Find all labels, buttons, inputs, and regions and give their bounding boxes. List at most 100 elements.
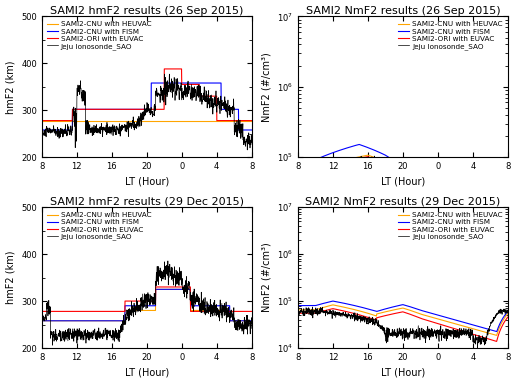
SAMI2-ORI with EUVAC [249,118,255,123]
SAMI2-CNU with HEUVAC [203,308,209,313]
SAMI2-ORI with EUVAC [463,211,469,216]
Jeju Ionosonde_SAO [316,178,322,183]
SAMI2-CNU with FISM [380,307,386,312]
SAMI2-CNU with HEUVAC [206,308,213,313]
Jeju Ionosonde_SAO [459,328,465,332]
SAMI2-CNU with FISM [330,299,336,303]
SAMI2-CNU with HEUVAC [462,324,469,329]
Jeju Ionosonde_SAO [244,147,250,152]
SAMI2-CNU with FISM [380,152,386,156]
SAMI2-CNU with FISM [39,128,45,132]
SAMI2-CNU with FISM [439,314,445,319]
SAMI2-CNU with FISM [493,329,499,334]
Jeju Ionosonde_SAO [474,348,480,353]
Jeju Ionosonde_SAO [380,163,386,168]
Jeju Ionosonde_SAO [505,308,511,313]
Jeju Ionosonde_SAO [60,334,67,339]
Jeju Ionosonde_SAO [39,314,45,318]
SAMI2-ORI with EUVAC [39,309,45,314]
SAMI2-CNU with FISM [459,319,465,324]
Legend: SAMI2-CNU with HEUVAC, SAMI2-CNU with FISM, SAMI2-ORI with EUVAC, Jeju Ionosonde: SAMI2-CNU with HEUVAC, SAMI2-CNU with FI… [45,20,153,51]
SAMI2-ORI with EUVAC [461,226,467,230]
SAMI2-ORI with EUVAC [249,309,255,314]
SAMI2-CNU with HEUVAC [39,319,45,323]
SAMI2-CNU with HEUVAC [505,311,511,316]
SAMI2-CNU with HEUVAC [60,319,67,323]
SAMI2-CNU with HEUVAC [316,306,322,311]
X-axis label: LT (Hour): LT (Hour) [125,367,169,377]
Jeju Ionosonde_SAO [295,175,301,179]
Jeju Ionosonde_SAO [203,308,209,312]
SAMI2-CNU with FISM [60,128,67,132]
SAMI2-ORI with EUVAC [388,169,394,173]
Line: SAMI2-ORI with EUVAC: SAMI2-ORI with EUVAC [298,309,508,341]
Line: Jeju Ionosonde_SAO: Jeju Ionosonde_SAO [42,74,252,150]
SAMI2-ORI with EUVAC [161,67,167,71]
SAMI2-CNU with HEUVAC [131,308,137,313]
SAMI2-ORI with EUVAC [60,309,67,314]
SAMI2-CNU with FISM [153,287,159,291]
Line: SAMI2-ORI with EUVAC: SAMI2-ORI with EUVAC [298,157,508,228]
Jeju Ionosonde_SAO [50,343,56,347]
SAMI2-CNU with HEUVAC [459,323,465,328]
SAMI2-CNU with HEUVAC [439,318,445,322]
Jeju Ionosonde_SAO [249,321,255,326]
SAMI2-CNU with FISM [249,128,255,132]
SAMI2-ORI with EUVAC [380,314,386,319]
SAMI2-ORI with EUVAC [183,82,189,87]
SAMI2-CNU with HEUVAC [493,333,499,338]
SAMI2-CNU with FISM [459,201,465,206]
Legend: SAMI2-CNU with HEUVAC, SAMI2-CNU with FISM, SAMI2-ORI with EUVAC, Jeju Ionosonde: SAMI2-CNU with HEUVAC, SAMI2-CNU with FI… [45,211,153,242]
SAMI2-ORI with EUVAC [124,299,130,303]
SAMI2-ORI with EUVAC [131,299,137,303]
SAMI2-ORI with EUVAC [505,315,511,319]
SAMI2-ORI with EUVAC [462,330,469,334]
Jeju Ionosonde_SAO [388,170,394,174]
SAMI2-CNU with HEUVAC [295,168,301,173]
SAMI2-CNU with FISM [60,319,67,323]
SAMI2-CNU with HEUVAC [39,118,45,123]
Jeju Ionosonde_SAO [183,85,189,90]
SAMI2-ORI with EUVAC [203,94,209,98]
Jeju Ionosonde_SAO [419,197,425,202]
SAMI2-ORI with EUVAC [131,107,137,111]
SAMI2-ORI with EUVAC [153,285,159,289]
Jeju Ionosonde_SAO [249,136,255,141]
SAMI2-CNU with FISM [295,303,301,308]
Line: Jeju Ionosonde_SAO: Jeju Ionosonde_SAO [42,261,252,345]
SAMI2-CNU with HEUVAC [330,303,336,307]
SAMI2-CNU with HEUVAC [463,208,469,212]
SAMI2-ORI with EUVAC [124,107,130,111]
SAMI2-ORI with EUVAC [330,306,336,311]
Jeju Ionosonde_SAO [183,274,189,279]
SAMI2-ORI with EUVAC [505,168,511,173]
Y-axis label: NmF2 (#/cm³): NmF2 (#/cm³) [262,52,271,122]
SAMI2-ORI with EUVAC [459,329,465,333]
SAMI2-CNU with HEUVAC [505,166,511,170]
SAMI2-CNU with FISM [439,189,445,193]
SAMI2-CNU with FISM [183,287,189,291]
Jeju Ionosonde_SAO [505,173,511,177]
SAMI2-ORI with EUVAC [459,224,465,228]
SAMI2-CNU with HEUVAC [60,118,67,123]
SAMI2-CNU with HEUVAC [249,118,255,123]
SAMI2-ORI with EUVAC [206,309,213,314]
SAMI2-CNU with HEUVAC [461,217,467,222]
SAMI2-CNU with FISM [124,303,130,308]
SAMI2-CNU with FISM [203,81,209,85]
SAMI2-CNU with FISM [295,162,301,166]
SAMI2-ORI with EUVAC [380,163,386,168]
Jeju Ionosonde_SAO [439,197,445,202]
X-axis label: LT (Hour): LT (Hour) [381,177,425,187]
SAMI2-CNU with HEUVAC [365,153,371,157]
SAMI2-ORI with EUVAC [39,118,45,123]
Jeju Ionosonde_SAO [60,132,67,136]
SAMI2-ORI with EUVAC [316,310,322,314]
SAMI2-CNU with HEUVAC [183,287,189,291]
Line: Jeju Ionosonde_SAO: Jeju Ionosonde_SAO [298,156,508,200]
Jeju Ionosonde_SAO [462,331,469,336]
Jeju Ionosonde_SAO [309,305,315,309]
Y-axis label: hmF2 (km): hmF2 (km) [6,251,15,304]
SAMI2-ORI with EUVAC [365,154,371,159]
Line: SAMI2-CNU with HEUVAC: SAMI2-CNU with HEUVAC [298,305,508,336]
